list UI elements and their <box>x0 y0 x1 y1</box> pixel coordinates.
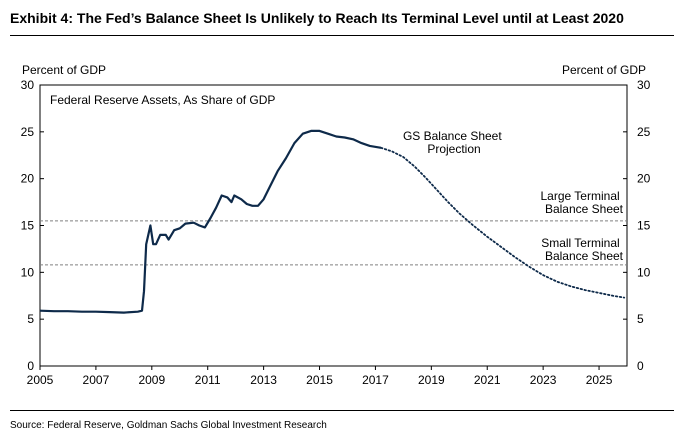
x-tick-label: 2015 <box>306 373 333 387</box>
source-rule <box>10 410 674 411</box>
title-rule <box>10 35 674 36</box>
y-tick-label-left: 15 <box>21 219 35 233</box>
y-tick-label-right: 5 <box>637 312 644 326</box>
y-tick-label-left: 20 <box>21 172 35 186</box>
x-tick-label: 2023 <box>530 373 557 387</box>
x-tick-label: 2009 <box>138 373 165 387</box>
y-tick-label-right: 20 <box>637 172 651 186</box>
small-terminal-label-line1: Small Terminal <box>541 236 619 250</box>
large-terminal-label: Large Terminal Balance Sheet <box>541 189 624 216</box>
y-tick-label-right: 15 <box>637 219 651 233</box>
x-tick-label: 2017 <box>362 373 389 387</box>
projection-annotation: GS Balance Sheet Projection <box>403 129 505 156</box>
small-terminal-label-line2: Balance Sheet <box>545 249 624 263</box>
x-axis: 2005 2007 2009 2011 2013 2015 2017 2019 2021 2023… <box>27 366 613 387</box>
y-axis-left: 0 5 10 15 20 25 30 <box>21 78 44 373</box>
y-axis-label-right: Percent of GDP <box>562 63 646 77</box>
x-tick-label: 2021 <box>474 373 501 387</box>
large-terminal-label-line1: Large Terminal <box>541 189 620 203</box>
y-tick-label-right: 0 <box>637 359 644 373</box>
y-axis-label-left: Percent of GDP <box>22 63 106 77</box>
projection-annotation-line2: Projection <box>427 142 480 156</box>
exhibit-title: Exhibit 4: The Fed’s Balance Sheet Is Un… <box>10 10 624 26</box>
x-tick-label: 2019 <box>418 373 445 387</box>
projection-annotation-line1: GS Balance Sheet <box>403 129 502 143</box>
y-tick-label-right: 25 <box>637 125 651 139</box>
small-terminal-label: Small Terminal Balance Sheet <box>541 236 623 263</box>
y-tick-label-left: 25 <box>21 125 35 139</box>
x-tick-label: 2011 <box>195 373 221 387</box>
x-tick-label: 2005 <box>27 373 54 387</box>
x-tick-label: 2013 <box>250 373 277 387</box>
series-line-fed-assets <box>39 129 382 314</box>
y-tick-label-left: 0 <box>27 359 34 373</box>
y-tick-label-left: 30 <box>21 78 35 92</box>
x-tick-label: 2007 <box>83 373 110 387</box>
large-terminal-label-line2: Balance Sheet <box>545 202 624 216</box>
y-axis-right: 0 5 10 15 20 25 30 <box>623 78 651 373</box>
chart-title: Federal Reserve Assets, As Share of GDP <box>50 93 275 107</box>
plot-frame <box>39 84 628 367</box>
x-tick-label: 2025 <box>586 373 613 387</box>
y-tick-label-right: 30 <box>637 78 651 92</box>
series-line-projection <box>380 146 626 299</box>
source-note: Source: Federal Reserve, Goldman Sachs G… <box>10 420 327 431</box>
y-tick-label-left: 5 <box>27 312 34 326</box>
y-tick-label-right: 10 <box>637 265 651 279</box>
y-tick-label-left: 10 <box>21 265 35 279</box>
